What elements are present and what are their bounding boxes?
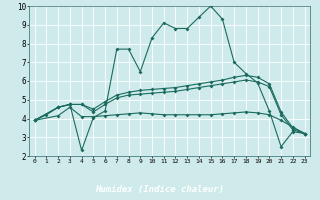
Text: Humidex (Indice chaleur): Humidex (Indice chaleur) [95,185,225,194]
